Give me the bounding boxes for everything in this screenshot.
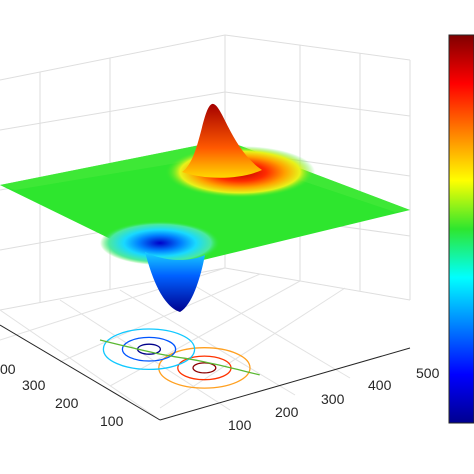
x-tick-labels: 100 200 300 400 500 [228, 365, 440, 433]
floor-grid [0, 267, 351, 421]
contour-ring [177, 355, 232, 381]
contour-ring [102, 328, 196, 371]
y-tick: 00 [0, 361, 16, 377]
y-tick: 100 [100, 413, 124, 429]
trough-spike [145, 252, 205, 312]
y-tick-labels: 100 200 300 00 [0, 361, 124, 429]
x-tick: 300 [321, 391, 345, 407]
x-tick: 500 [416, 365, 440, 381]
trough-glow [100, 221, 220, 265]
y-tick: 200 [55, 395, 79, 411]
contour-ring [192, 362, 217, 374]
x-tick: 200 [275, 404, 299, 420]
surface [0, 103, 410, 312]
zero-contour [99, 339, 260, 376]
contour-lines [99, 328, 260, 389]
contour-ring [121, 336, 177, 362]
peak-spike [182, 103, 262, 178]
contour-ring [136, 343, 162, 355]
x-tick: 400 [368, 377, 392, 393]
y-tick: 300 [22, 377, 46, 393]
contour-ring [158, 347, 251, 389]
colorbar [448, 34, 474, 424]
x-tick: 100 [228, 417, 252, 433]
axes-box [0, 324, 411, 421]
